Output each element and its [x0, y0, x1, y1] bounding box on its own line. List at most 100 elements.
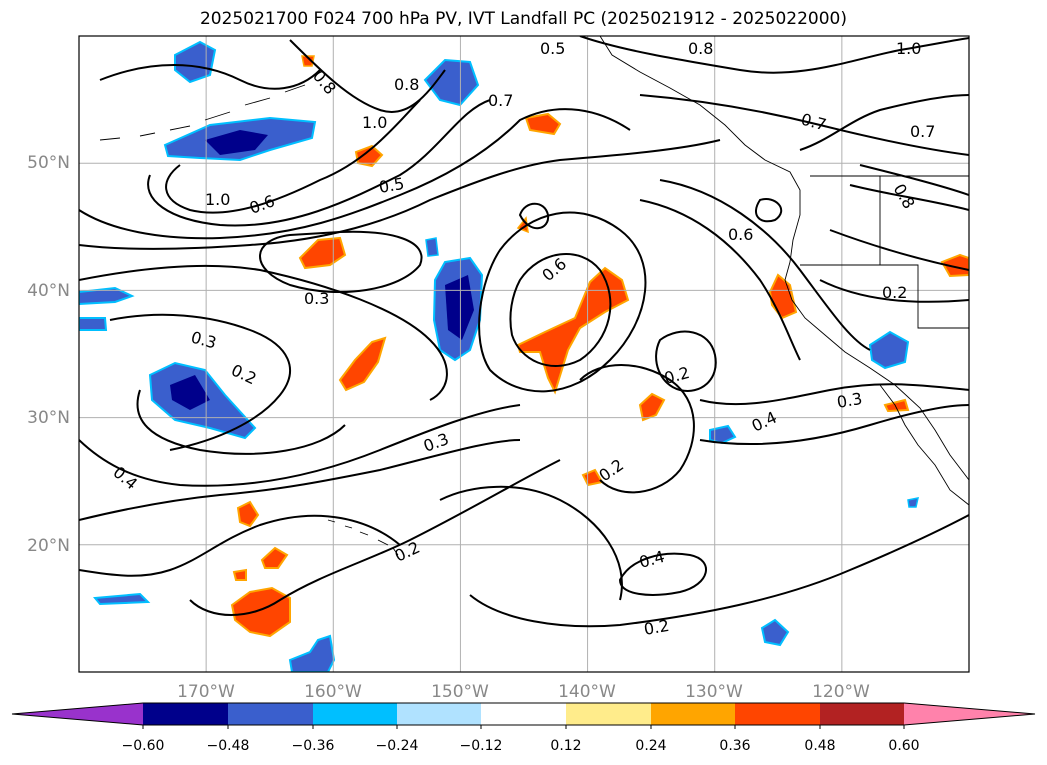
contour-label: 0.2	[882, 283, 907, 302]
colorbar-segment	[735, 703, 820, 725]
pv-positive-area	[354, 144, 384, 168]
pv-shading	[79, 40, 969, 672]
contour-line	[79, 264, 448, 401]
pv-negative-area	[907, 497, 919, 508]
contour-line	[659, 179, 871, 351]
colorbar-segment	[228, 703, 313, 725]
contour-label: 0.2	[228, 360, 259, 388]
colorbar-tick-label: 0.60	[888, 738, 919, 754]
pv-positive-area	[301, 55, 315, 67]
aleutian-islands	[99, 84, 306, 141]
pv-positive-area	[940, 253, 969, 278]
contour-label: 0.7	[799, 110, 829, 135]
pv-positive-area	[260, 546, 289, 569]
contour-line	[289, 39, 446, 113]
contour-line	[439, 485, 623, 601]
contour-line	[655, 330, 717, 392]
contour-line	[699, 404, 969, 446]
colorbar-tick-label: 0.36	[719, 738, 750, 754]
contour-line	[755, 198, 783, 223]
pv-negative-area	[425, 237, 439, 257]
pv-negative-area	[288, 634, 336, 672]
contour-label: 0.8	[394, 75, 419, 94]
contour-line	[189, 459, 561, 616]
contour-label: 0.5	[540, 39, 565, 58]
lat-label: 30°N	[27, 408, 70, 428]
contour-label: 0.2	[662, 363, 692, 388]
contour-label: 0.7	[910, 122, 935, 141]
contour-labels: 0.5 0.8 1.0 0.8 0.8 1.0 0.7 0.7 0.7 1.0 …	[109, 39, 935, 639]
pv-positive-area	[338, 336, 387, 392]
colorbar-segment	[143, 703, 228, 725]
contour-line	[79, 439, 521, 521]
contour-label: 0.3	[189, 328, 219, 353]
pv-negative-area	[868, 330, 910, 370]
pv-positive-area	[638, 392, 666, 422]
contour-label: 0.4	[749, 408, 780, 436]
baja-coastline	[879, 384, 969, 506]
contour-line	[79, 514, 401, 577]
pv-negative-area	[709, 424, 737, 445]
colorbar-tick-label: −0.48	[207, 738, 250, 754]
contour-label: 0.4	[637, 547, 667, 572]
colorbar: −0.60 −0.48 −0.36 −0.24 −0.12 0.12 0.24 0.36 0.4…	[11, 702, 1036, 754]
contour-label: 1.0	[896, 39, 921, 58]
pv-negative-area	[445, 275, 474, 340]
lon-label: 170°W	[177, 682, 235, 702]
contour-line	[79, 404, 521, 487]
contour-line	[109, 313, 291, 451]
pv-negative-area	[93, 592, 151, 606]
north-america-coastline	[599, 36, 969, 481]
contour-label: 0.8	[309, 66, 340, 98]
pv-negative-area	[174, 40, 217, 84]
hawaii-islands	[327, 519, 399, 556]
contour-line	[79, 139, 721, 250]
contour-line	[509, 253, 612, 367]
pv-negative-area	[423, 58, 480, 107]
lon-label: 120°W	[812, 682, 870, 702]
contour-line	[849, 184, 969, 211]
colorbar-tick-label: −0.12	[460, 738, 503, 754]
contour-line	[79, 108, 631, 240]
lat-label: 50°N	[27, 153, 70, 173]
pv-positive-area	[232, 568, 247, 581]
coastlines	[99, 36, 969, 556]
longitude-labels: 170°W 160°W 150°W 140°W 130°W 120°W	[177, 682, 870, 702]
lon-label: 140°W	[558, 682, 616, 702]
pv-positive-area	[768, 273, 798, 320]
contour-label: 0.6	[247, 191, 277, 218]
colorbar-extend-max	[904, 703, 1035, 725]
contour-label: 0.3	[835, 389, 863, 412]
pv-positive-area	[298, 236, 347, 270]
contour-label: 1.0	[205, 190, 230, 209]
pv-positive-area	[236, 500, 260, 528]
contour-line	[518, 202, 550, 230]
contour-label: 1.0	[362, 113, 387, 132]
state-border	[879, 176, 969, 329]
colorbar-tick-label: 0.12	[550, 738, 581, 754]
colorbar-tick-label: −0.36	[292, 738, 335, 754]
lon-label: 130°W	[685, 682, 743, 702]
contour-label: 0.8	[688, 39, 713, 58]
latitude-labels: 50°N 40°N 30°N 20°N	[27, 153, 70, 556]
pv-negative-area	[760, 618, 790, 647]
contour-label: 0.6	[728, 225, 753, 244]
pv-positive-area	[524, 112, 562, 136]
pv-negative-area	[170, 375, 210, 410]
contour-line	[699, 383, 969, 406]
colorbar-segment	[651, 703, 735, 725]
map-title: 2025021700 F024 700 hPa PV, IVT Landfall…	[199, 9, 847, 29]
colorbar-tick-label: −0.60	[122, 738, 165, 754]
colorbar-tick-label: −0.24	[376, 738, 419, 754]
contour-line	[147, 99, 491, 227]
contour-label: 0.7	[488, 91, 513, 110]
colorbar-tick-label: 0.24	[635, 738, 666, 754]
lat-label: 20°N	[27, 536, 70, 556]
colorbar-segment	[566, 703, 651, 725]
pv-negative-area	[79, 286, 135, 306]
map-frame	[78, 35, 970, 673]
contour-line	[165, 99, 421, 214]
contour-label: 0.4	[109, 463, 141, 494]
lon-label: 150°W	[431, 682, 489, 702]
